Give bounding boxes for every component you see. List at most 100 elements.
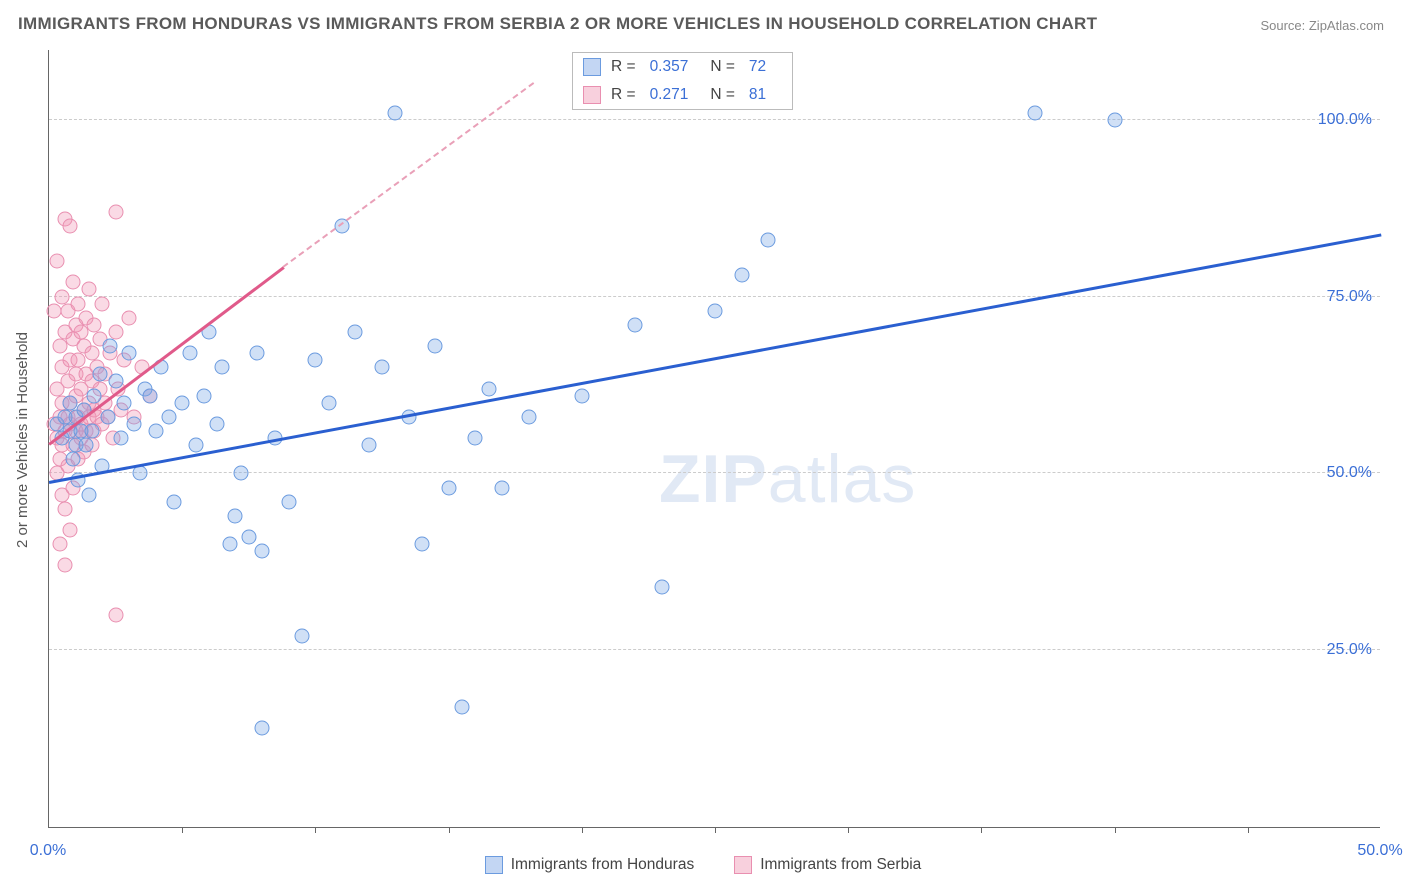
- point-honduras: [241, 530, 256, 545]
- gridline: [49, 649, 1380, 650]
- point-honduras: [100, 409, 115, 424]
- stats-row-a: R = 0.357 N = 72: [573, 53, 792, 81]
- xtick: [848, 827, 849, 833]
- xtick: [1248, 827, 1249, 833]
- point-serbia: [71, 296, 86, 311]
- xtick: [715, 827, 716, 833]
- point-honduras: [441, 480, 456, 495]
- point-honduras: [148, 423, 163, 438]
- ytick-label: 75.0%: [1327, 288, 1372, 306]
- watermark: ZIPatlas: [659, 440, 916, 518]
- plot-area: ZIPatlas 25.0% 50.0% 75.0% 100.0%: [48, 50, 1380, 828]
- point-honduras: [228, 508, 243, 523]
- swatch-a-icon: [485, 856, 503, 874]
- point-honduras: [708, 303, 723, 318]
- point-honduras: [468, 431, 483, 446]
- point-honduras: [81, 487, 96, 502]
- xtick: [182, 827, 183, 833]
- r-value-a: 0.357: [650, 58, 689, 76]
- point-serbia: [108, 204, 123, 219]
- xtick: [981, 827, 982, 833]
- legend-item-a: Immigrants from Honduras: [485, 856, 694, 874]
- swatch-a-icon: [583, 58, 601, 76]
- legend-label-b: Immigrants from Serbia: [760, 856, 921, 874]
- r-label: R =: [611, 58, 636, 76]
- point-honduras: [215, 360, 230, 375]
- point-serbia: [84, 346, 99, 361]
- chart-title: IMMIGRANTS FROM HONDURAS VS IMMIGRANTS F…: [18, 14, 1097, 34]
- point-honduras: [375, 360, 390, 375]
- point-honduras: [454, 699, 469, 714]
- point-serbia: [63, 218, 78, 233]
- point-honduras: [113, 431, 128, 446]
- legend-item-b: Immigrants from Serbia: [734, 856, 921, 874]
- point-honduras: [167, 494, 182, 509]
- y-axis-label: 2 or more Vehicles in Household: [14, 332, 31, 548]
- point-honduras: [414, 537, 429, 552]
- point-honduras: [428, 339, 443, 354]
- gridline: [49, 296, 1380, 297]
- point-honduras: [761, 232, 776, 247]
- point-honduras: [196, 388, 211, 403]
- regression-line-serbia-dashed: [283, 83, 535, 268]
- point-honduras: [143, 388, 158, 403]
- point-honduras: [132, 466, 147, 481]
- point-honduras: [574, 388, 589, 403]
- point-honduras: [84, 423, 99, 438]
- point-serbia: [87, 317, 102, 332]
- n-label: N =: [710, 58, 735, 76]
- point-honduras: [175, 395, 190, 410]
- point-honduras: [92, 367, 107, 382]
- xtick: [315, 827, 316, 833]
- point-honduras: [494, 480, 509, 495]
- swatch-b-icon: [734, 856, 752, 874]
- point-honduras: [79, 438, 94, 453]
- ytick-label: 25.0%: [1327, 641, 1372, 659]
- point-honduras: [1107, 112, 1122, 127]
- point-honduras: [121, 346, 136, 361]
- r-value-b: 0.271: [650, 86, 689, 104]
- point-honduras: [388, 105, 403, 120]
- point-serbia: [108, 324, 123, 339]
- point-serbia: [57, 501, 72, 516]
- source-label: Source: ZipAtlas.com: [1260, 18, 1384, 33]
- point-honduras: [321, 395, 336, 410]
- point-honduras: [255, 720, 270, 735]
- point-honduras: [108, 374, 123, 389]
- point-honduras: [233, 466, 248, 481]
- point-serbia: [57, 558, 72, 573]
- point-serbia: [108, 607, 123, 622]
- point-honduras: [183, 346, 198, 361]
- stats-legend: R = 0.357 N = 72 R = 0.271 N = 81: [572, 52, 793, 110]
- xtick-label: 50.0%: [1357, 842, 1402, 860]
- legend-label-a: Immigrants from Honduras: [511, 856, 694, 874]
- point-honduras: [103, 339, 118, 354]
- point-serbia: [55, 289, 70, 304]
- point-honduras: [308, 353, 323, 368]
- ytick-label: 100.0%: [1318, 111, 1372, 129]
- point-honduras: [628, 317, 643, 332]
- point-honduras: [348, 324, 363, 339]
- point-serbia: [65, 275, 80, 290]
- point-honduras: [65, 452, 80, 467]
- point-honduras: [209, 416, 224, 431]
- xtick: [582, 827, 583, 833]
- point-honduras: [255, 544, 270, 559]
- point-honduras: [654, 579, 669, 594]
- n-label: N =: [710, 86, 735, 104]
- point-honduras: [161, 409, 176, 424]
- gridline: [49, 119, 1380, 120]
- point-honduras: [249, 346, 264, 361]
- xtick-label: 0.0%: [30, 842, 66, 860]
- point-serbia: [49, 254, 64, 269]
- point-honduras: [223, 537, 238, 552]
- point-honduras: [87, 388, 102, 403]
- point-honduras: [295, 629, 310, 644]
- r-label: R =: [611, 86, 636, 104]
- point-honduras: [734, 268, 749, 283]
- n-value-b: 81: [749, 86, 766, 104]
- point-honduras: [281, 494, 296, 509]
- xtick: [449, 827, 450, 833]
- ytick-label: 50.0%: [1327, 464, 1372, 482]
- point-serbia: [63, 522, 78, 537]
